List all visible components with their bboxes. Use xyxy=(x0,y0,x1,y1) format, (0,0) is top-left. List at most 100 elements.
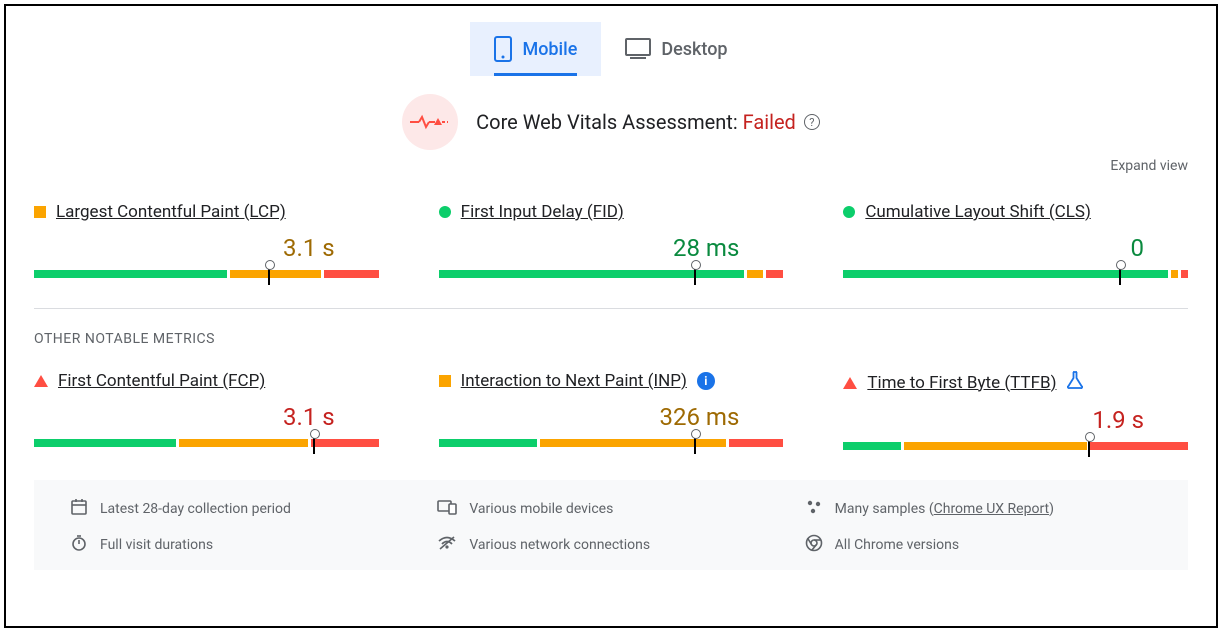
metric-name-link[interactable]: Largest Contentful Paint (LCP) xyxy=(56,202,286,222)
footer-info-box: Latest 28-day collection period Various … xyxy=(34,480,1188,570)
bar-marker xyxy=(1088,435,1090,457)
footer-item: All Chrome versions xyxy=(805,534,1152,556)
distribution-bar xyxy=(34,270,379,280)
metric-name-link[interactable]: Time to First Byte (TTFB) xyxy=(867,373,1056,393)
metric-ttfb: Time to First Byte (TTFB) 1.9 s xyxy=(843,371,1188,452)
metric-value: 3.1 s xyxy=(34,234,379,262)
footer-text: Full visit durations xyxy=(100,537,213,553)
distribution-bar xyxy=(843,270,1188,280)
metric-lcp: Largest Contentful Paint (LCP) 3.1 s xyxy=(34,202,379,280)
bar-marker xyxy=(313,432,315,454)
footer-item: Latest 28-day collection period xyxy=(70,498,417,520)
status-triangle-icon xyxy=(34,375,48,387)
metric-value: 28 ms xyxy=(439,234,784,262)
flask-icon[interactable] xyxy=(1067,371,1083,394)
bar-marker xyxy=(1119,263,1121,285)
bar-segment xyxy=(34,270,227,278)
metric-name-link[interactable]: Interaction to Next Paint (INP) xyxy=(461,371,687,391)
metric-fcp: First Contentful Paint (FCP) 3.1 s xyxy=(34,371,379,452)
assessment-label: Core Web Vitals Assessment: xyxy=(476,110,742,134)
tab-mobile[interactable]: Mobile xyxy=(470,22,601,76)
tab-desktop[interactable]: Desktop xyxy=(601,22,751,76)
bar-segment xyxy=(179,439,308,447)
assessment-text: Core Web Vitals Assessment: Failed ? xyxy=(476,110,820,134)
metric-value: 1.9 s xyxy=(843,406,1188,434)
bar-marker xyxy=(694,432,696,454)
bar-segment xyxy=(904,442,1087,450)
device-tabs: Mobile Desktop xyxy=(34,22,1188,76)
info-badge-icon[interactable]: i xyxy=(697,372,715,390)
bar-segment xyxy=(230,270,321,278)
bar-segment xyxy=(34,439,176,447)
divider xyxy=(34,308,1188,309)
metric-cls: Cumulative Layout Shift (CLS) 0 xyxy=(843,202,1188,280)
distribution-bar xyxy=(439,270,784,280)
metric-value: 3.1 s xyxy=(34,403,379,431)
footer-item: Many samples (Chrome UX Report) xyxy=(805,498,1152,520)
bar-segment xyxy=(1171,270,1178,278)
calendar-icon xyxy=(70,498,88,520)
bar-segment xyxy=(1090,442,1188,450)
footer-text: Various network connections xyxy=(469,537,650,553)
help-icon[interactable]: ? xyxy=(804,114,820,130)
network-icon xyxy=(437,535,457,555)
bar-segment xyxy=(747,270,764,278)
metric-header: Interaction to Next Paint (INP) i xyxy=(439,371,784,391)
mobile-icon xyxy=(494,36,512,62)
footer-text: All Chrome versions xyxy=(835,537,959,553)
bar-segment xyxy=(1181,270,1188,278)
tab-mobile-label: Mobile xyxy=(522,39,577,60)
bar-segment xyxy=(439,270,744,278)
metric-header: First Input Delay (FID) xyxy=(439,202,784,222)
other-metrics-row: First Contentful Paint (FCP) 3.1 s Inter… xyxy=(34,371,1188,452)
footer-row: Latest 28-day collection period Various … xyxy=(70,498,1152,520)
status-square-icon xyxy=(439,375,451,387)
core-metrics-row: Largest Contentful Paint (LCP) 3.1 s Fir… xyxy=(34,202,1188,280)
footer-item: Various mobile devices xyxy=(437,498,784,520)
footer-row: Full visit durations Various network con… xyxy=(70,534,1152,556)
metric-fid: First Input Delay (FID) 28 ms xyxy=(439,202,784,280)
footer-item: Full visit durations xyxy=(70,534,417,556)
footer-item: Various network connections xyxy=(437,534,784,556)
tab-desktop-label: Desktop xyxy=(661,39,727,60)
bar-segment xyxy=(843,442,901,450)
page-container: Mobile Desktop Core Web Vitals Assessmen… xyxy=(4,4,1218,628)
bar-segment xyxy=(311,439,379,447)
metric-name-link[interactable]: Cumulative Layout Shift (CLS) xyxy=(865,202,1091,222)
distribution-bar xyxy=(843,442,1188,452)
bar-segment xyxy=(729,439,783,447)
samples-icon xyxy=(805,498,823,520)
assessment-status-icon xyxy=(402,94,458,150)
metric-header: Cumulative Layout Shift (CLS) xyxy=(843,202,1188,222)
chrome-icon xyxy=(805,534,823,556)
metric-name-link[interactable]: First Contentful Paint (FCP) xyxy=(58,371,265,391)
metric-value: 0 xyxy=(843,234,1188,262)
metric-inp: Interaction to Next Paint (INP) i 326 ms xyxy=(439,371,784,452)
bar-marker xyxy=(268,263,270,285)
distribution-bar xyxy=(34,439,379,449)
distribution-bar xyxy=(439,439,784,449)
metric-header: Largest Contentful Paint (LCP) xyxy=(34,202,379,222)
bar-segment xyxy=(439,439,537,447)
assessment-status: Failed xyxy=(743,110,796,134)
footer-link[interactable]: Chrome UX Report xyxy=(934,501,1049,517)
bar-marker xyxy=(694,263,696,285)
bar-segment xyxy=(324,270,378,278)
status-circle-icon xyxy=(439,206,451,218)
section-title-other: OTHER NOTABLE METRICS xyxy=(34,331,1188,347)
metric-name-link[interactable]: First Input Delay (FID) xyxy=(461,202,624,222)
assessment-banner: Core Web Vitals Assessment: Failed ? xyxy=(34,94,1188,150)
footer-text: Many samples (Chrome UX Report) xyxy=(835,501,1054,517)
expand-view-link[interactable]: Expand view xyxy=(34,158,1188,174)
metric-value: 326 ms xyxy=(439,403,784,431)
desktop-icon xyxy=(625,38,651,60)
devices-icon xyxy=(437,499,457,519)
status-square-icon xyxy=(34,206,46,218)
status-circle-icon xyxy=(843,206,855,218)
timer-icon xyxy=(70,534,88,556)
status-triangle-icon xyxy=(843,377,857,389)
bar-segment xyxy=(766,270,783,278)
bar-segment xyxy=(540,439,726,447)
footer-text: Latest 28-day collection period xyxy=(100,501,291,517)
metric-header: Time to First Byte (TTFB) xyxy=(843,371,1188,394)
